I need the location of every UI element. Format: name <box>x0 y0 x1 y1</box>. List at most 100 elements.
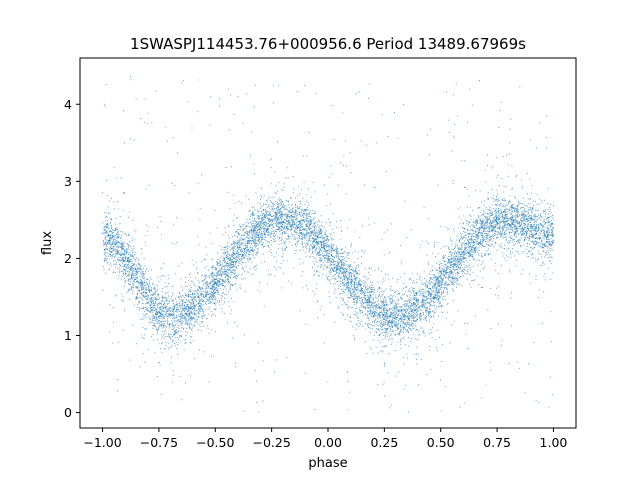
data-point <box>145 283 147 285</box>
data-point <box>367 325 369 327</box>
data-point <box>480 230 482 232</box>
data-point <box>339 259 341 261</box>
data-point <box>549 250 551 252</box>
data-point <box>251 251 253 253</box>
data-point <box>260 231 263 233</box>
data-point <box>531 257 533 259</box>
data-point <box>405 384 407 386</box>
data-point <box>384 307 387 309</box>
data-point <box>224 227 226 229</box>
data-point <box>468 252 470 254</box>
data-point <box>168 335 170 337</box>
data-point <box>165 300 167 302</box>
data-point <box>463 275 465 277</box>
data-point <box>367 299 370 301</box>
data-point <box>550 212 552 214</box>
data-point <box>428 297 430 299</box>
data-point <box>476 239 478 241</box>
data-point <box>232 254 234 256</box>
data-point <box>330 251 332 253</box>
data-point <box>495 210 497 212</box>
data-point <box>363 252 365 254</box>
data-point <box>533 215 535 217</box>
data-point <box>247 260 249 262</box>
data-point <box>153 303 155 305</box>
data-point <box>478 222 480 224</box>
data-point <box>314 212 316 214</box>
data-point <box>330 267 332 270</box>
data-point <box>469 273 471 275</box>
data-point <box>462 230 465 233</box>
data-point <box>549 376 551 378</box>
data-point <box>347 279 350 281</box>
data-point <box>371 303 373 305</box>
data-point <box>426 240 428 242</box>
data-point <box>338 268 340 270</box>
data-point <box>113 253 115 255</box>
data-point <box>461 253 463 255</box>
data-point <box>392 277 394 279</box>
data-point <box>491 244 493 246</box>
data-point <box>317 221 319 223</box>
data-point <box>484 254 486 256</box>
data-point <box>516 242 518 244</box>
data-point <box>355 279 357 281</box>
data-point <box>244 247 246 249</box>
data-point <box>397 341 399 343</box>
data-point <box>116 378 118 381</box>
data-point <box>452 94 454 96</box>
data-point <box>356 292 359 294</box>
data-point <box>449 275 451 277</box>
data-point <box>322 244 324 247</box>
data-point <box>190 314 192 316</box>
data-point <box>410 338 412 340</box>
data-point <box>114 241 116 244</box>
data-point <box>526 193 528 195</box>
data-point <box>162 317 164 319</box>
data-point <box>200 316 202 318</box>
data-point <box>491 222 493 225</box>
data-point <box>217 272 219 274</box>
data-point <box>198 312 201 314</box>
data-point <box>399 331 401 333</box>
data-point <box>231 248 233 251</box>
data-point <box>137 290 139 292</box>
data-point <box>278 221 280 223</box>
data-point <box>120 242 122 244</box>
data-point <box>433 283 436 285</box>
data-point <box>432 274 434 276</box>
data-point <box>433 312 435 314</box>
data-point <box>303 213 305 215</box>
data-point <box>550 225 552 227</box>
data-point <box>222 234 224 236</box>
data-point <box>156 331 158 333</box>
data-point <box>136 297 138 299</box>
data-point <box>537 238 539 240</box>
data-point <box>400 341 402 343</box>
data-point <box>197 273 199 275</box>
data-point <box>307 288 309 290</box>
data-point <box>382 302 385 304</box>
data-point <box>307 222 309 224</box>
data-point <box>520 214 522 216</box>
data-point <box>325 265 327 267</box>
data-point <box>528 235 531 237</box>
data-point <box>224 260 226 262</box>
data-point <box>307 188 310 190</box>
data-point <box>318 240 320 242</box>
data-point <box>316 265 318 268</box>
data-point <box>550 222 553 224</box>
data-point <box>410 321 412 323</box>
data-point <box>347 254 349 256</box>
data-point <box>551 257 553 259</box>
data-point <box>437 315 440 317</box>
data-point <box>371 291 373 293</box>
data-point <box>478 216 480 218</box>
data-point <box>402 317 404 319</box>
data-point <box>432 281 434 283</box>
data-point <box>420 316 422 318</box>
data-point <box>376 331 378 334</box>
data-point <box>330 262 332 264</box>
data-point <box>284 230 286 232</box>
data-point <box>442 265 444 267</box>
